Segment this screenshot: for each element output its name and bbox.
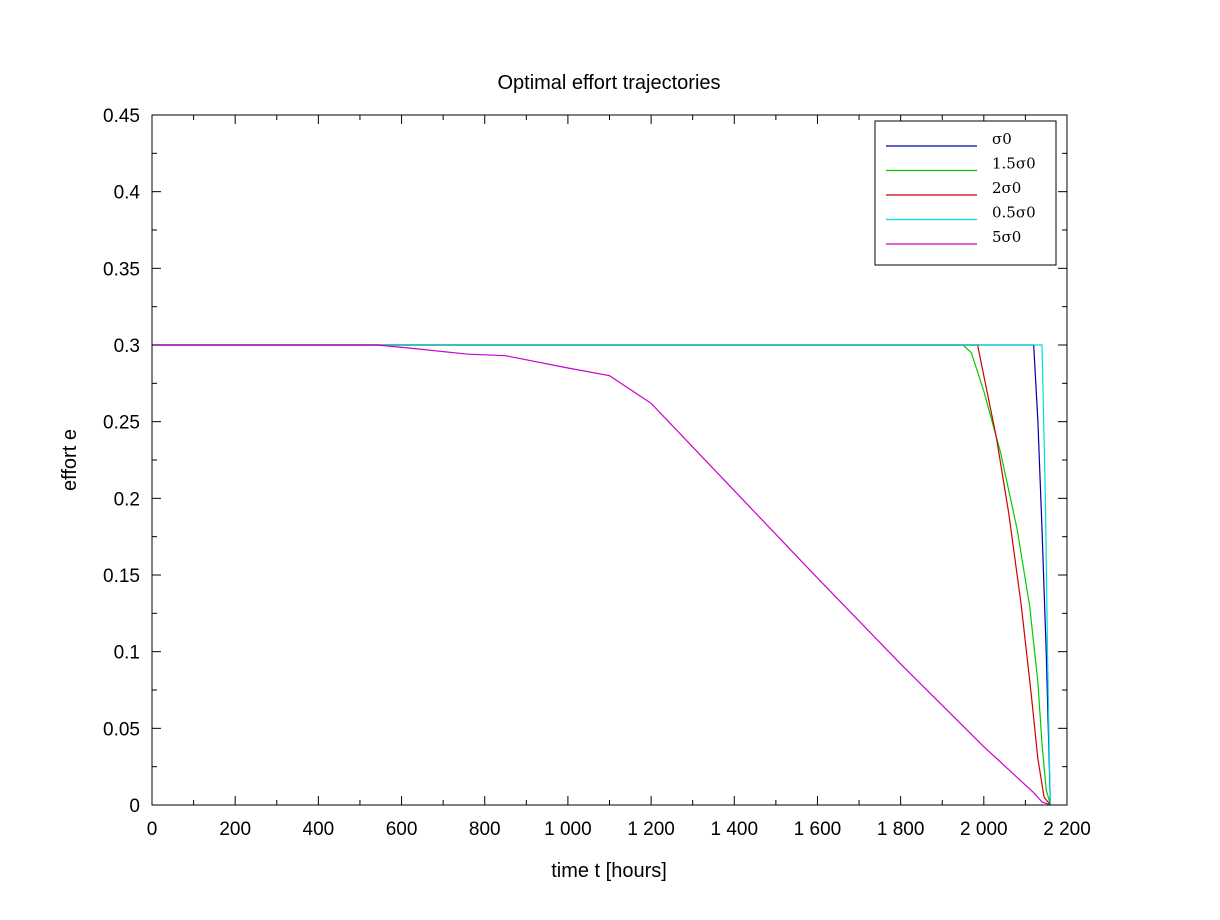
series-line-0 — [152, 344, 1051, 806]
y-tick-label: 0.1 — [114, 643, 140, 664]
x-tick-label: 0 — [147, 819, 158, 840]
legend-label: 5σ0 — [992, 228, 1021, 246]
series-line-3 — [152, 344, 1051, 806]
y-tick-label: 0.05 — [103, 719, 140, 740]
y-tick-label: 0.25 — [103, 413, 140, 434]
x-axis: 0 200 400 600 800 1 000 1 200 1 400 1 600 1 800 2 … — [147, 115, 1091, 840]
legend: σ0 1.5σ0 2σ0 0.5σ0 5σ0 — [874, 120, 1057, 266]
series-line-4 — [152, 344, 1051, 806]
y-tick-label: 0.4 — [114, 183, 141, 204]
plot-area — [151, 114, 1068, 806]
x-tick-label: 800 — [469, 819, 501, 840]
x-tick-label: 1 200 — [627, 819, 675, 840]
x-tick-label: 600 — [386, 819, 418, 840]
x-tick-label: 400 — [303, 819, 335, 840]
y-tick-label: 0.3 — [114, 336, 140, 357]
plot-series — [152, 344, 1051, 806]
chart-title: Optimal effort trajectories — [497, 72, 720, 94]
y-tick-label: 0.15 — [103, 566, 140, 587]
y-tick-label: 0.45 — [103, 106, 140, 127]
series-line-2 — [152, 344, 1051, 806]
x-axis-title: time t [hours] — [551, 860, 667, 882]
legend-label: 0.5σ0 — [992, 204, 1036, 222]
x-tick-label: 1 800 — [877, 819, 925, 840]
legend-label: 1.5σ0 — [992, 155, 1036, 173]
y-tick-label: 0.2 — [114, 489, 140, 510]
x-tick-label: 1 400 — [710, 819, 758, 840]
y-axis-title: effort e — [59, 429, 81, 491]
y-tick-label: 0.35 — [103, 259, 140, 280]
x-tick-label: 1 000 — [544, 819, 592, 840]
x-tick-label: 2 200 — [1043, 819, 1091, 840]
series-line-1 — [152, 344, 1051, 806]
legend-box — [874, 120, 1057, 266]
x-tick-label: 1 600 — [794, 819, 842, 840]
legend-label: σ0 — [992, 130, 1012, 148]
x-tick-label: 200 — [219, 819, 251, 840]
y-axis: 0 0.05 0.1 0.15 0.2 0.25 0.3 0.35 0.4 0.45 — [103, 106, 1067, 817]
y-tick-label: 0 — [129, 796, 140, 817]
x-tick-label: 2 000 — [960, 819, 1008, 840]
legend-label: 2σ0 — [992, 179, 1021, 197]
